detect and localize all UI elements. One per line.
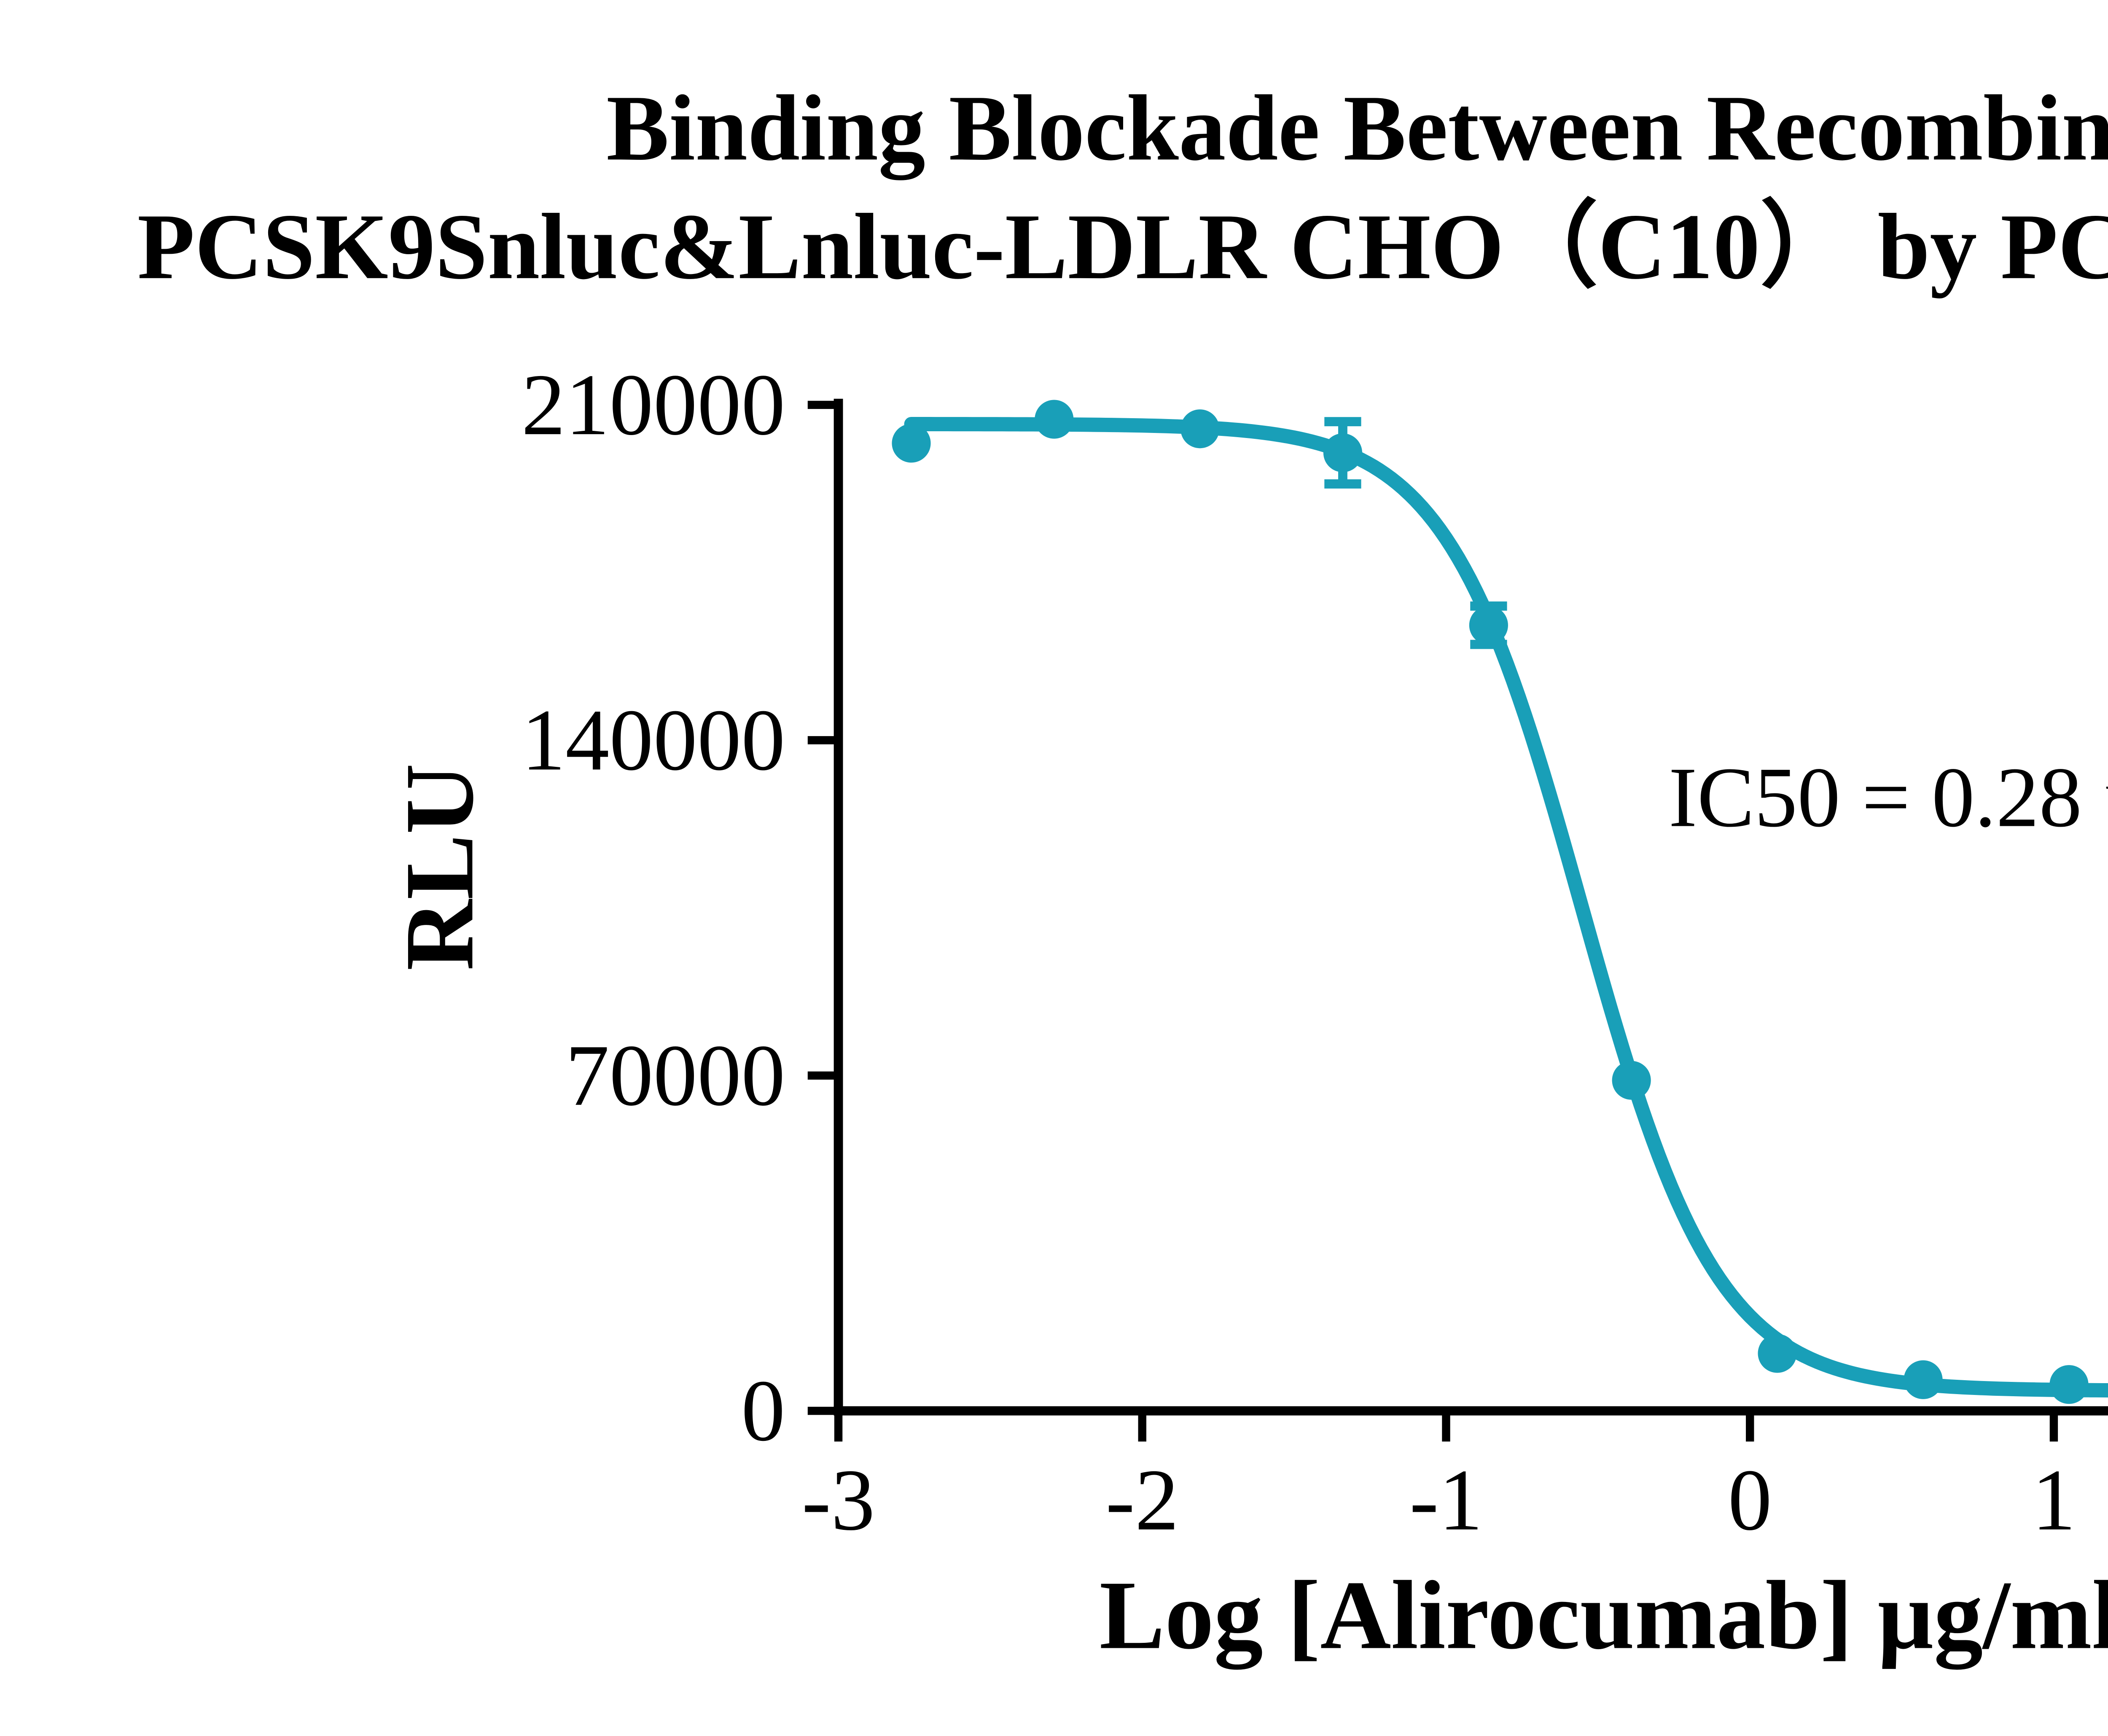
ic50-annotation: IC50 = 0.28 µg/ml [1669, 750, 2108, 845]
data-point [1180, 409, 1220, 449]
data-point [892, 424, 931, 463]
data-point [1612, 1061, 1651, 1100]
x-tick-label: 0 [1728, 1451, 1772, 1549]
fit-curve [904, 417, 2108, 1397]
x-tick-label: -3 [802, 1451, 875, 1549]
y-tick-label: 70000 [565, 1027, 785, 1124]
x-tick-label: -1 [1409, 1451, 1483, 1549]
y-tick-label: 140000 [522, 691, 785, 789]
data-point [1469, 606, 1508, 645]
chart-title-line2: PCSK9Snluc&Lnluc-LDLR CHO（C10） by PCSK9 … [137, 195, 2108, 299]
y-tick-label: 0 [741, 1362, 785, 1459]
data-point [1035, 400, 1074, 439]
data-point [1904, 1360, 1943, 1399]
x-axis-label: Log [Alirocumab] µg/ml [1100, 1561, 2108, 1670]
data-point [1323, 433, 1363, 473]
x-tick-label: 1 [2032, 1451, 2076, 1549]
x-tick-label: -2 [1105, 1451, 1179, 1549]
y-tick-label: 210000 [522, 356, 785, 454]
data-point [2049, 1365, 2089, 1404]
y-axis-label: RLU [385, 763, 494, 971]
chart-title-line1: Binding Blockade Between Recombinant Hum… [606, 76, 2108, 180]
data-point [1758, 1334, 1797, 1373]
